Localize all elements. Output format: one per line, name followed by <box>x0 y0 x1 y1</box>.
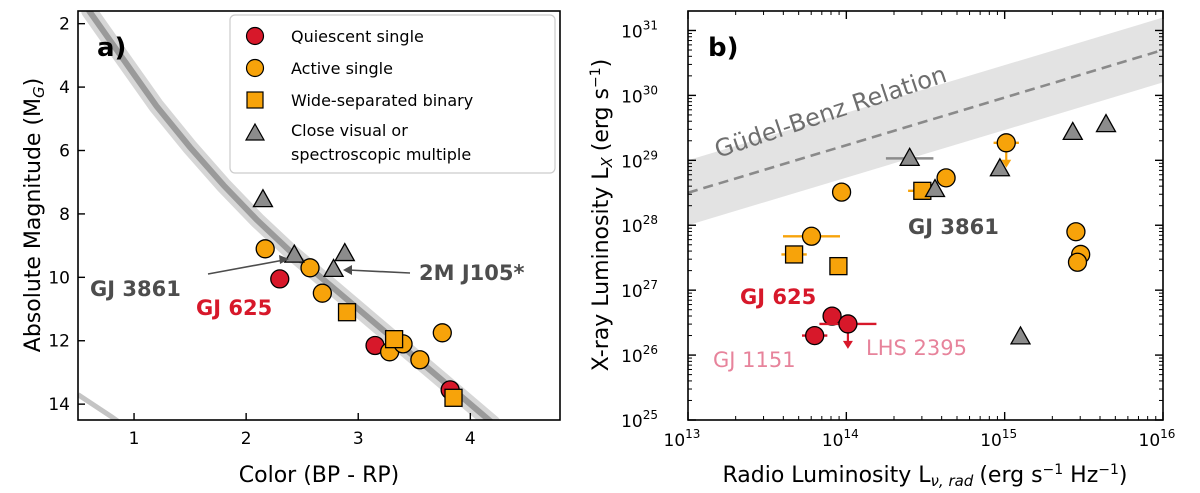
a-point-triangle <box>283 243 305 263</box>
legend-label-quiescent: Quiescent single <box>291 27 424 46</box>
a-point-circle <box>255 239 275 259</box>
annotation-lhs2395: LHS 2395 <box>866 336 967 360</box>
a-point-circle <box>270 269 290 289</box>
panel-b: 1013 1014 1015 1016 1025 1026 1027 1028 1029 103… <box>588 10 1176 490</box>
a-point-square <box>444 388 463 407</box>
b-point-circle <box>1066 222 1086 242</box>
a-point-triangle <box>322 258 345 278</box>
b-point-circle <box>996 133 1016 153</box>
gj3861-arrow-line <box>207 259 285 275</box>
b-point-triangle <box>989 157 1011 177</box>
a-ytick-label: 12 <box>48 332 70 352</box>
annotation-gj3861-a: GJ 3861 <box>90 277 181 301</box>
a-ytick-label: 4 <box>59 78 70 98</box>
legend-box <box>229 14 556 174</box>
b-point-triangle <box>1062 121 1084 141</box>
a-ytick-label: 8 <box>59 205 70 225</box>
b-ytick-label: 1030 <box>621 83 658 107</box>
annotation-gj3861-b: GJ 3861 <box>908 215 999 239</box>
b-xtick-label: 1015 <box>980 427 1017 451</box>
b-point-circle <box>831 182 852 202</box>
b-point-circle <box>936 168 956 188</box>
b-upper-limit-head <box>842 340 853 349</box>
a-point-circle <box>410 350 430 370</box>
b-point-circle <box>838 314 858 334</box>
b-point-circle <box>1067 252 1088 272</box>
legend-label-multiple-2: spectroscopic multiple <box>291 145 471 164</box>
b-ytick-label: 1031 <box>621 18 658 42</box>
b-ytick-label: 1026 <box>621 343 658 367</box>
legend-marker-active <box>245 58 265 78</box>
gudel-benz-line <box>688 48 1163 195</box>
panel-b-x-ticks: 1013 1014 1015 1016 <box>664 11 1176 451</box>
a-point-square <box>384 330 404 349</box>
a-point-triangle <box>334 242 356 262</box>
b-ytick-label: 1029 <box>621 148 658 172</box>
panel-b-annotations: GJ 3861 GJ 625 GJ 1151 LHS 2395 <box>713 215 999 372</box>
b-ytick-label: 1025 <box>621 408 658 432</box>
annotation-gj625-b: GJ 625 <box>740 285 816 309</box>
a-xtick-label: 2 <box>241 429 252 449</box>
a-point-triangle <box>252 188 274 208</box>
white-dwarf-sequence <box>78 392 121 420</box>
panel-a-frame <box>77 10 561 421</box>
legend-label-active: Active single <box>291 59 393 78</box>
panel-a-legend: Quiescent single Active single Wide-sepa… <box>229 14 556 174</box>
b-ytick-label: 1028 <box>621 213 658 237</box>
b-xtick-label: 1013 <box>664 427 701 451</box>
a-ytick-label: 14 <box>48 395 70 415</box>
2m-arrow-line <box>347 269 411 274</box>
b-point-triangle <box>1009 325 1032 345</box>
a-ytick-label: 6 <box>59 142 70 162</box>
a-xtick-label: 3 <box>353 429 364 449</box>
b-xtick-label: 1014 <box>822 427 859 451</box>
a-xtick-label: 1 <box>129 429 140 449</box>
b-point-triangle <box>1095 113 1117 133</box>
a-point-circle <box>300 258 320 278</box>
b-point-circle <box>805 325 825 346</box>
b-point-circle <box>801 226 822 246</box>
a-point-circle <box>432 323 452 343</box>
panel-b-xlabel: Radio Luminosity Lν, rad (erg s−1 Hz−1) <box>722 462 1127 490</box>
gj3861-arrow-head <box>279 255 289 264</box>
panel-b-markers <box>781 113 1117 349</box>
a-point-square <box>337 303 357 322</box>
b-ytick-label: 1027 <box>621 278 658 302</box>
b-upper-limit-head <box>1001 159 1012 168</box>
legend-label-binary: Wide-separated binary <box>291 91 473 110</box>
panel-a-annotations: GJ 3861 GJ 625 2M J105* <box>90 255 524 320</box>
a-ytick-label: 2 <box>59 15 70 35</box>
annotation-gj625-a: GJ 625 <box>196 296 272 320</box>
panel-b-tag: b) <box>708 33 739 63</box>
b-xtick-label: 1016 <box>1139 427 1176 451</box>
legend-marker-quiescent <box>245 26 265 46</box>
b-point-circle <box>822 306 842 326</box>
b-point-triangle <box>899 147 921 167</box>
panel-a-tag: a) <box>97 33 126 63</box>
2m-arrow-head <box>343 265 352 275</box>
panel-a-xlabel: Color (BP - RP) <box>239 463 399 488</box>
gudel-benz-band <box>688 17 1163 226</box>
a-point-circle <box>312 283 333 303</box>
panel-a-markers <box>252 188 463 407</box>
a-xtick-label: 4 <box>465 429 476 449</box>
panel-b-frame <box>687 10 1164 421</box>
legend-marker-binary <box>246 91 264 109</box>
annotation-gj1151: GJ 1151 <box>713 348 796 372</box>
b-point-square <box>784 245 804 264</box>
b-point-triangle <box>924 178 946 198</box>
panel-a-y-ticks: 2 4 6 8 10 12 14 <box>48 15 85 415</box>
panel-a-x-ticks: 1 2 3 4 <box>129 413 476 449</box>
b-point-square <box>829 256 848 276</box>
a-ytick-label: 10 <box>48 268 70 288</box>
legend-label-multiple-1: Close visual or <box>291 121 408 140</box>
annotation-2m-j105: 2M J105* <box>419 261 524 285</box>
panel-a-ylabel: Absolute Magnitude (MG) <box>21 78 48 352</box>
panel-b-ylabel: X-ray Luminosity LX(erg s−1) <box>588 59 616 371</box>
legend-marker-multiple <box>244 122 266 141</box>
panel-b-y-ticks: 1025 1026 1027 1028 1029 1030 1031 <box>621 18 1163 432</box>
